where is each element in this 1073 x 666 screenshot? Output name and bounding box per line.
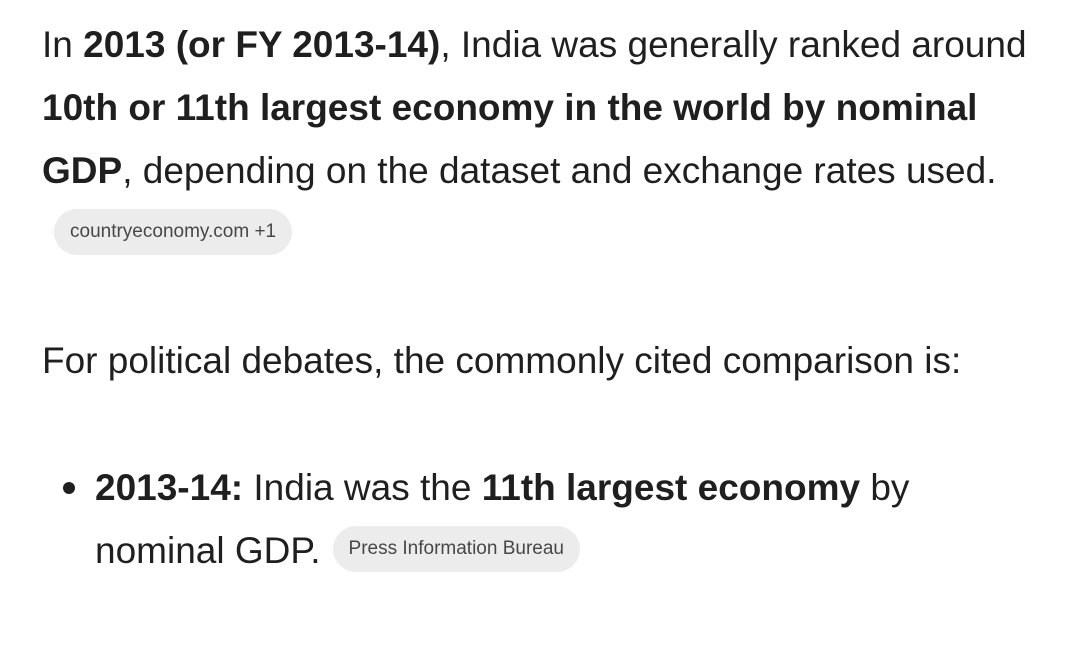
text: , depending on the dataset and exchange … [122,150,997,191]
bold-text: 2013 (or FY 2013-14) [83,24,441,65]
source-chip[interactable]: countryeconomy.com +1 [54,209,293,256]
paragraph: In 2013 (or FY 2013-14), India was gener… [42,13,1042,265]
text: , India was generally ranked around [440,24,1027,65]
paragraph: For political debates, the commonly cite… [42,329,1042,392]
bullet-list: 2013-14: India was the 11th largest econ… [42,456,1042,582]
bold-text: 10th or 11th largest economy in the worl… [42,87,978,191]
text: India was the [243,467,482,508]
answer-text: In 2013 (or FY 2013-14), India was gener… [42,13,1042,582]
text: by nominal GDP. [95,467,910,571]
source-chip[interactable]: Press Information Bureau [332,526,580,573]
bullet-item: 2013-14: India was the 11th largest econ… [63,456,1042,582]
bold-text: 2013-14: [95,467,244,508]
text: For political debates, the commonly cite… [42,340,962,381]
bold-text: 11th largest economy [481,467,861,508]
text: In [42,24,84,65]
